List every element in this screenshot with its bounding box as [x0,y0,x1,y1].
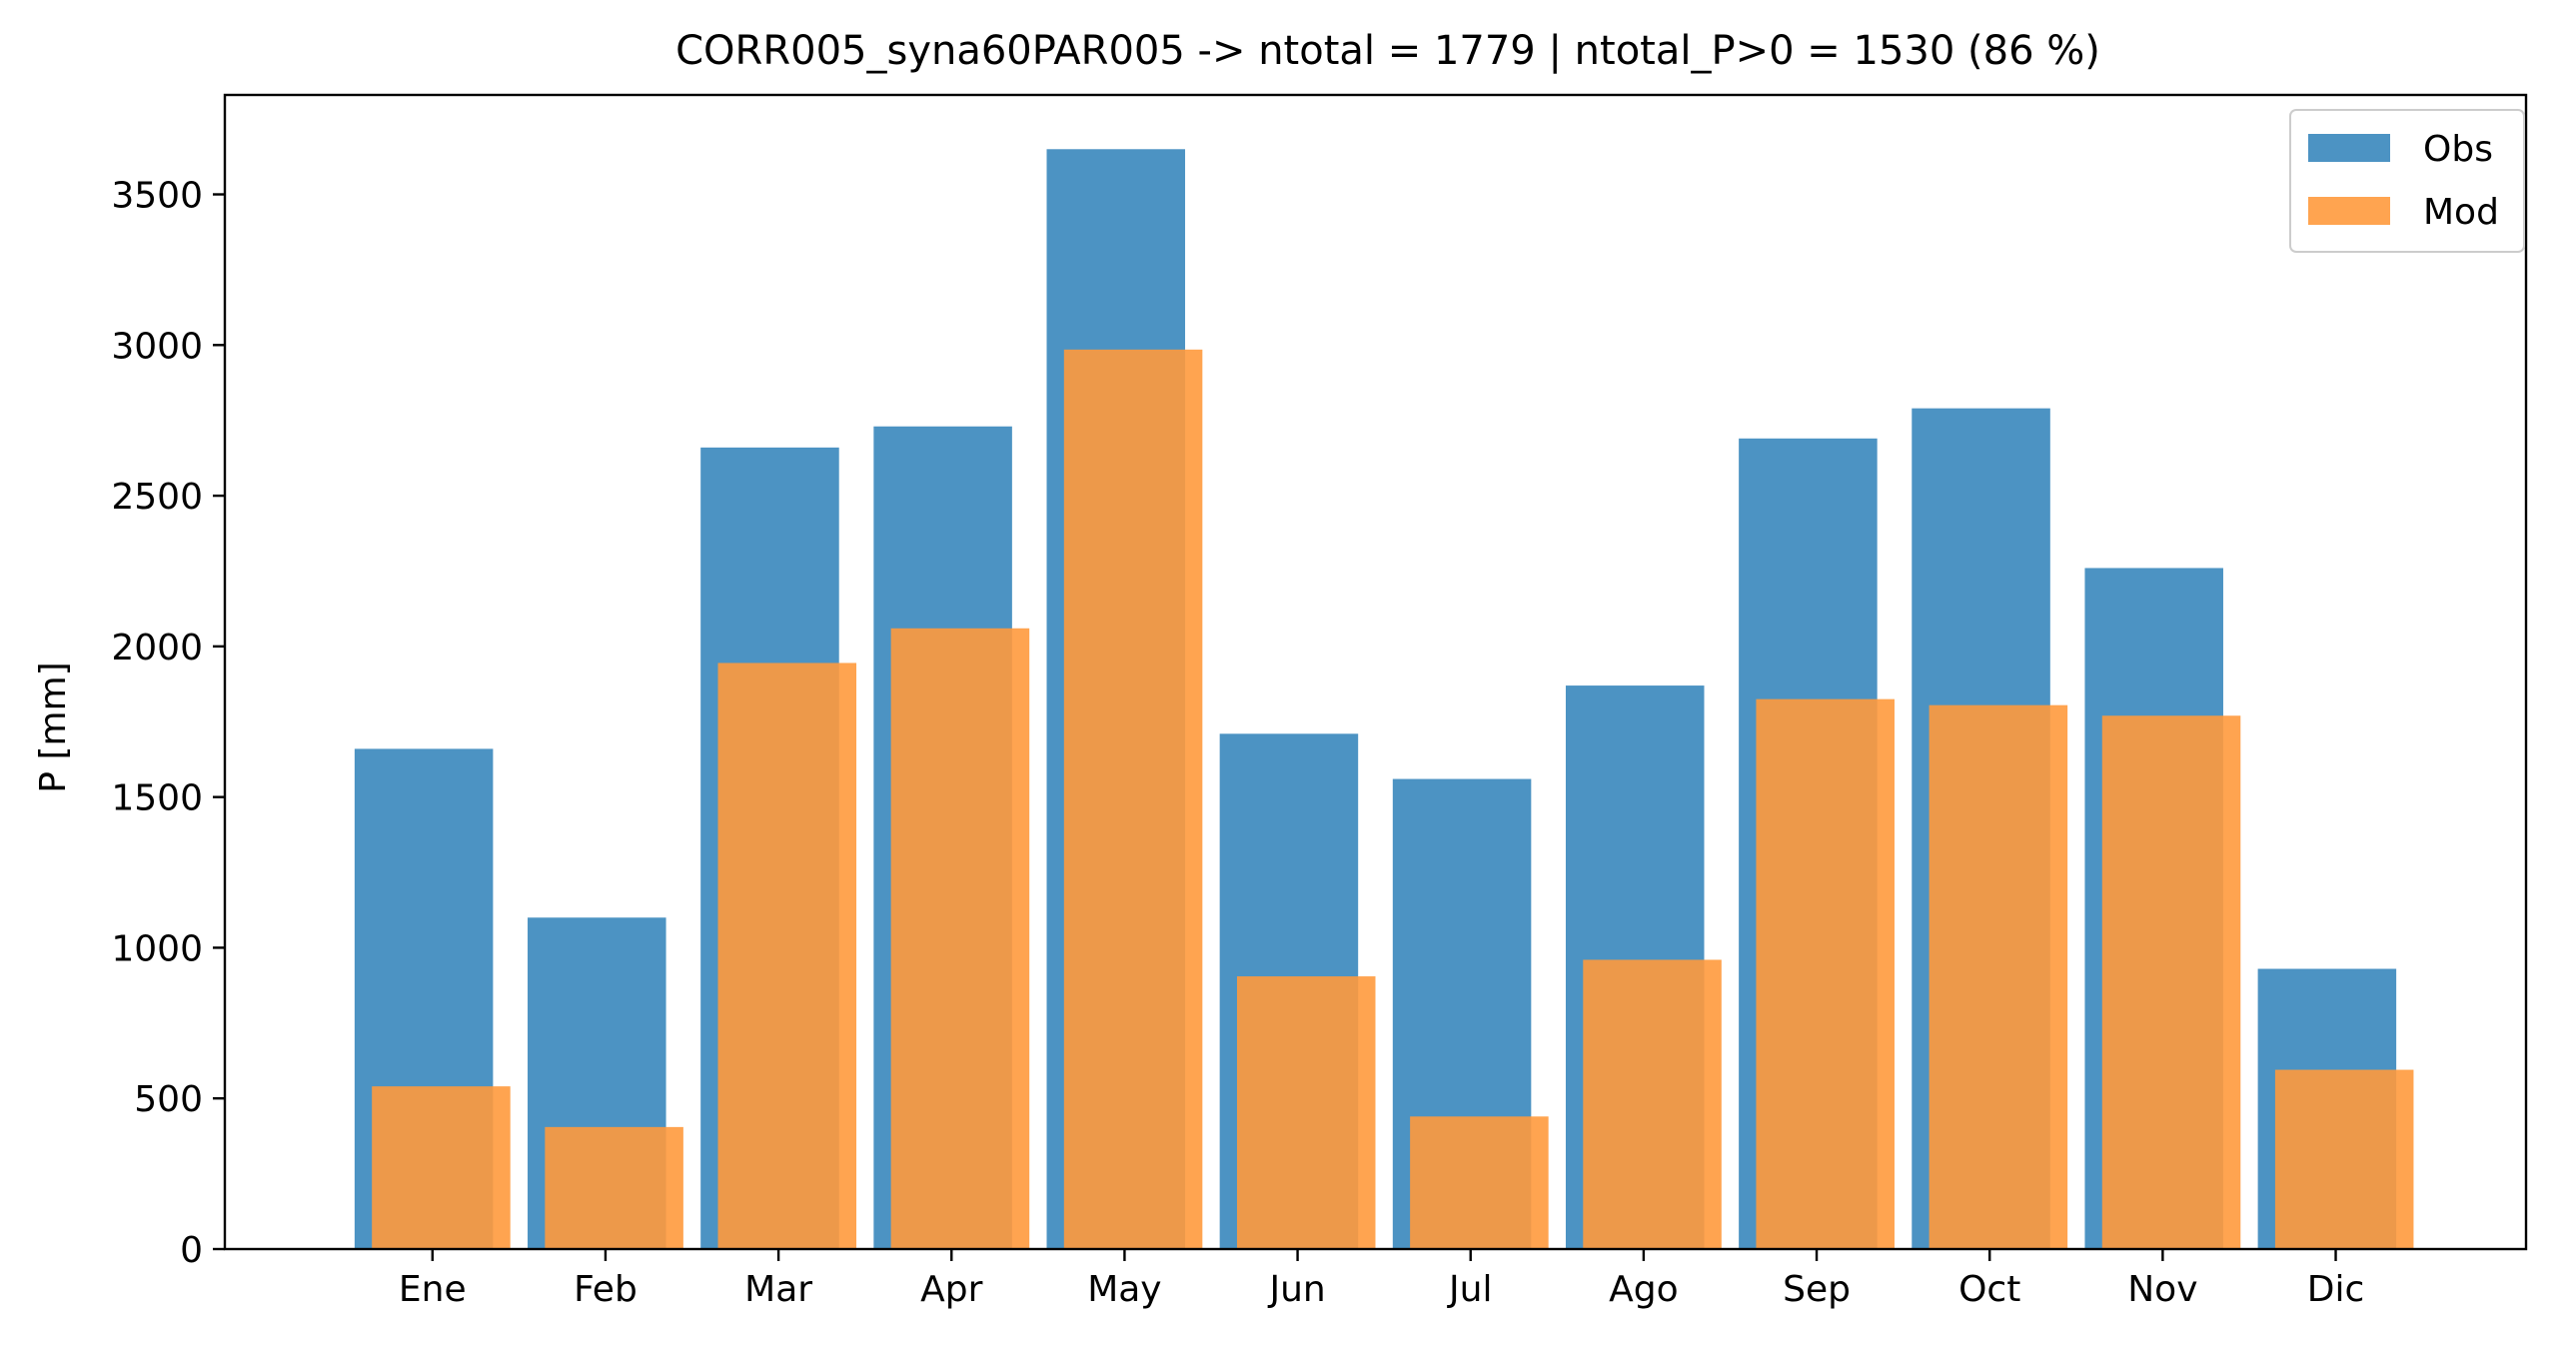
x-tick-label: Apr [920,1269,982,1310]
y-axis-label: P [mm] [33,662,74,792]
plot-area: 0 500 1000 1500 2000 2500 3000 3500 Ene Feb Mar Apr… [111,93,2528,1310]
bar-mod-nov [2101,715,2241,1249]
y-tick-label: 500 [134,1079,203,1120]
legend-label-obs: Obs [2423,129,2493,170]
x-tick-label: May [1087,1269,1161,1310]
bar-mod-feb [545,1126,683,1249]
y-tick-label: 1500 [111,778,203,819]
y-tick-label: 2500 [111,477,203,518]
legend: Obs Mod [2289,109,2525,253]
bar-mod-jul [1410,1116,1549,1249]
bar-mod-dic [2274,1069,2414,1249]
bar-mod-oct [1929,704,2068,1249]
bar-mod-ene [372,1086,511,1249]
legend-label-mod: Mod [2423,192,2499,233]
x-tick-label: Jun [1267,1269,1325,1310]
x-tick-label: Dic [2307,1269,2365,1310]
legend-swatch-obs [2308,134,2390,162]
x-tick-label: Nov [2127,1269,2197,1310]
bar-mod-may [1063,349,1203,1250]
y-tick-label: 3500 [111,176,203,217]
plot-frame [223,93,2528,1251]
x-tick-label: Oct [1958,1269,2020,1310]
x-tick-label: Ene [399,1269,467,1310]
y-tick-label: 2000 [111,628,203,669]
bar-mod-jun [1236,976,1376,1249]
y-tick-label: 0 [180,1230,203,1271]
y-tick-label: 1000 [111,928,203,969]
legend-swatch-mod [2308,197,2390,225]
x-tick-label: Sep [1783,1269,1851,1310]
x-tick-label: Feb [574,1269,638,1310]
y-tick-label: 3000 [111,326,203,367]
chart-title: CORR005_syna60PAR005 -> ntotal = 1779 | … [675,28,2100,74]
x-tick-label: Mar [744,1269,812,1310]
x-tick-label: Ago [1609,1269,1679,1310]
x-tick-label: Jul [1447,1269,1492,1310]
bar-mod-sep [1756,698,1895,1249]
bar-mod-ago [1583,959,1722,1249]
bar-mod-mar [717,663,857,1249]
bar-mod-apr [890,628,1030,1249]
